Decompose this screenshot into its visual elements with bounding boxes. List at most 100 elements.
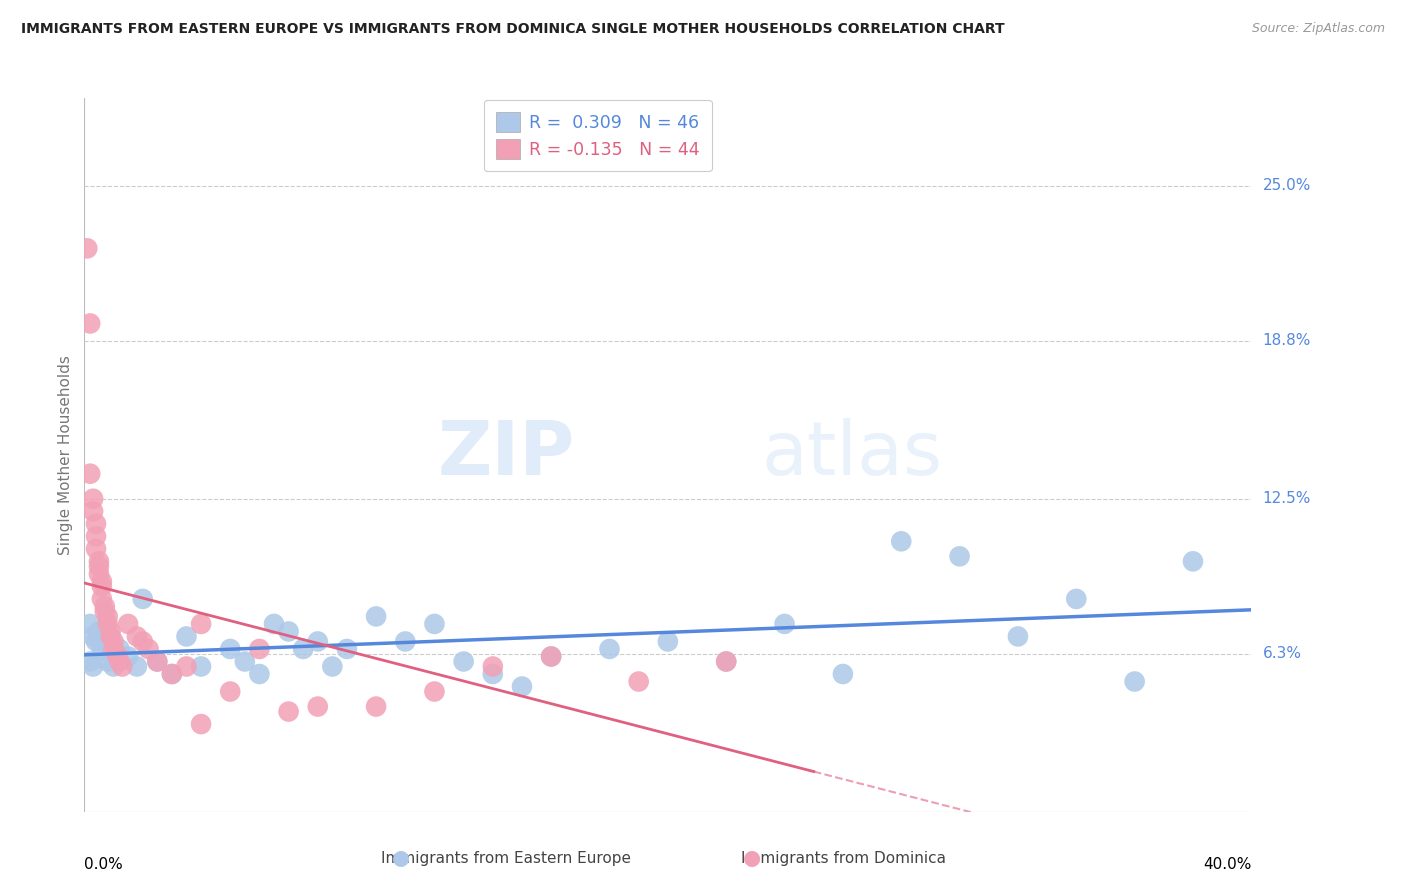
Point <box>336 642 359 657</box>
Point <box>453 655 475 669</box>
Point <box>87 559 110 574</box>
Point <box>138 642 160 657</box>
Point <box>176 630 198 644</box>
Point <box>84 634 107 648</box>
Point <box>481 667 505 681</box>
Point <box>97 616 120 631</box>
Point <box>423 684 446 698</box>
Point <box>366 699 388 714</box>
Point <box>160 667 183 681</box>
Point <box>423 616 446 631</box>
Point <box>277 705 299 719</box>
Point <box>263 616 285 631</box>
Point <box>108 642 131 657</box>
Point <box>190 717 212 731</box>
Point <box>657 634 679 648</box>
Point <box>79 467 101 481</box>
Point <box>111 659 134 673</box>
Point <box>160 667 183 681</box>
Text: 0.0%: 0.0% <box>84 857 124 871</box>
Point <box>82 504 104 518</box>
Text: IMMIGRANTS FROM EASTERN EUROPE VS IMMIGRANTS FROM DOMINICA SINGLE MOTHER HOUSEHO: IMMIGRANTS FROM EASTERN EUROPE VS IMMIGR… <box>21 22 1005 37</box>
Text: 18.8%: 18.8% <box>1263 334 1310 349</box>
Point <box>90 591 112 606</box>
Point <box>219 642 242 657</box>
Text: atlas: atlas <box>761 418 942 491</box>
Point <box>714 655 737 669</box>
Point <box>1066 591 1088 606</box>
Point <box>599 642 621 657</box>
Point <box>146 655 169 669</box>
Point <box>481 659 505 673</box>
Point <box>97 609 120 624</box>
Point <box>94 634 117 648</box>
Point <box>132 591 155 606</box>
Point <box>1007 630 1029 644</box>
Point <box>90 642 112 657</box>
Point <box>90 574 112 589</box>
Point <box>190 616 212 631</box>
Point <box>773 616 796 631</box>
Point <box>125 630 148 644</box>
Point <box>540 649 562 664</box>
Point <box>105 647 128 661</box>
Point <box>103 642 125 657</box>
Point <box>100 624 122 639</box>
Point <box>100 630 122 644</box>
Text: ZIP: ZIP <box>437 418 575 491</box>
Point <box>190 659 212 673</box>
Point <box>832 667 855 681</box>
Point <box>176 659 198 673</box>
Point <box>540 649 562 664</box>
Text: ●: ● <box>744 848 761 868</box>
Point <box>94 604 117 618</box>
Point <box>84 529 107 543</box>
Point <box>321 659 343 673</box>
Point <box>247 667 270 681</box>
Text: Immigrants from Eastern Europe: Immigrants from Eastern Europe <box>381 851 631 865</box>
Point <box>108 655 131 669</box>
Text: ●: ● <box>392 848 409 868</box>
Point <box>1123 674 1146 689</box>
Text: Immigrants from Dominica: Immigrants from Dominica <box>741 851 946 865</box>
Point <box>94 599 117 614</box>
Point <box>233 655 256 669</box>
Point <box>277 624 299 639</box>
Point <box>84 541 107 556</box>
Point <box>132 634 155 648</box>
Point <box>87 624 110 639</box>
Point <box>82 491 104 506</box>
Point <box>117 649 139 664</box>
Point <box>117 616 139 631</box>
Point <box>103 659 125 673</box>
Point <box>627 674 650 689</box>
Point <box>90 579 112 593</box>
Point <box>100 647 122 661</box>
Point <box>79 317 101 331</box>
Point <box>292 642 315 657</box>
Point <box>82 659 104 673</box>
Point <box>394 634 416 648</box>
Point <box>307 699 329 714</box>
Point <box>948 549 970 564</box>
Text: 40.0%: 40.0% <box>1204 857 1251 871</box>
Point <box>97 655 120 669</box>
Point <box>82 630 104 644</box>
Point <box>714 655 737 669</box>
Text: 25.0%: 25.0% <box>1263 178 1310 194</box>
Point <box>84 516 107 531</box>
Point <box>125 659 148 673</box>
Point <box>79 655 101 669</box>
Text: 6.3%: 6.3% <box>1263 647 1302 662</box>
Point <box>87 566 110 581</box>
Text: 12.5%: 12.5% <box>1263 491 1310 507</box>
Text: Source: ZipAtlas.com: Source: ZipAtlas.com <box>1251 22 1385 36</box>
Point <box>890 534 912 549</box>
Point <box>146 655 169 669</box>
Y-axis label: Single Mother Households: Single Mother Households <box>58 355 73 555</box>
Point <box>219 684 242 698</box>
Point <box>79 616 101 631</box>
Point <box>366 609 388 624</box>
Point <box>76 241 98 255</box>
Point <box>247 642 270 657</box>
